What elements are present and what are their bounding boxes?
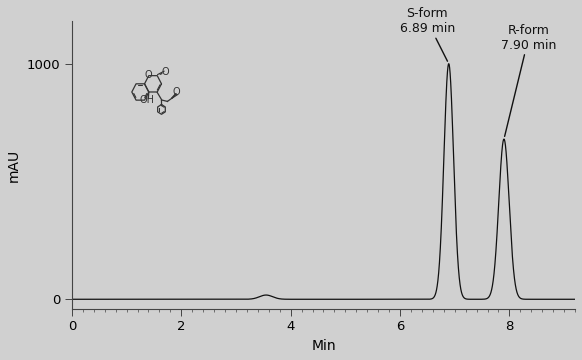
Text: R-form
7.90 min: R-form 7.90 min xyxy=(501,24,556,136)
Text: O: O xyxy=(172,87,180,97)
Text: OH: OH xyxy=(140,95,155,105)
X-axis label: Min: Min xyxy=(311,339,336,353)
Text: O: O xyxy=(145,70,152,80)
Text: O: O xyxy=(162,67,169,77)
Text: S-form
6.89 min: S-form 6.89 min xyxy=(400,8,455,61)
Y-axis label: mAU: mAU xyxy=(7,148,21,181)
